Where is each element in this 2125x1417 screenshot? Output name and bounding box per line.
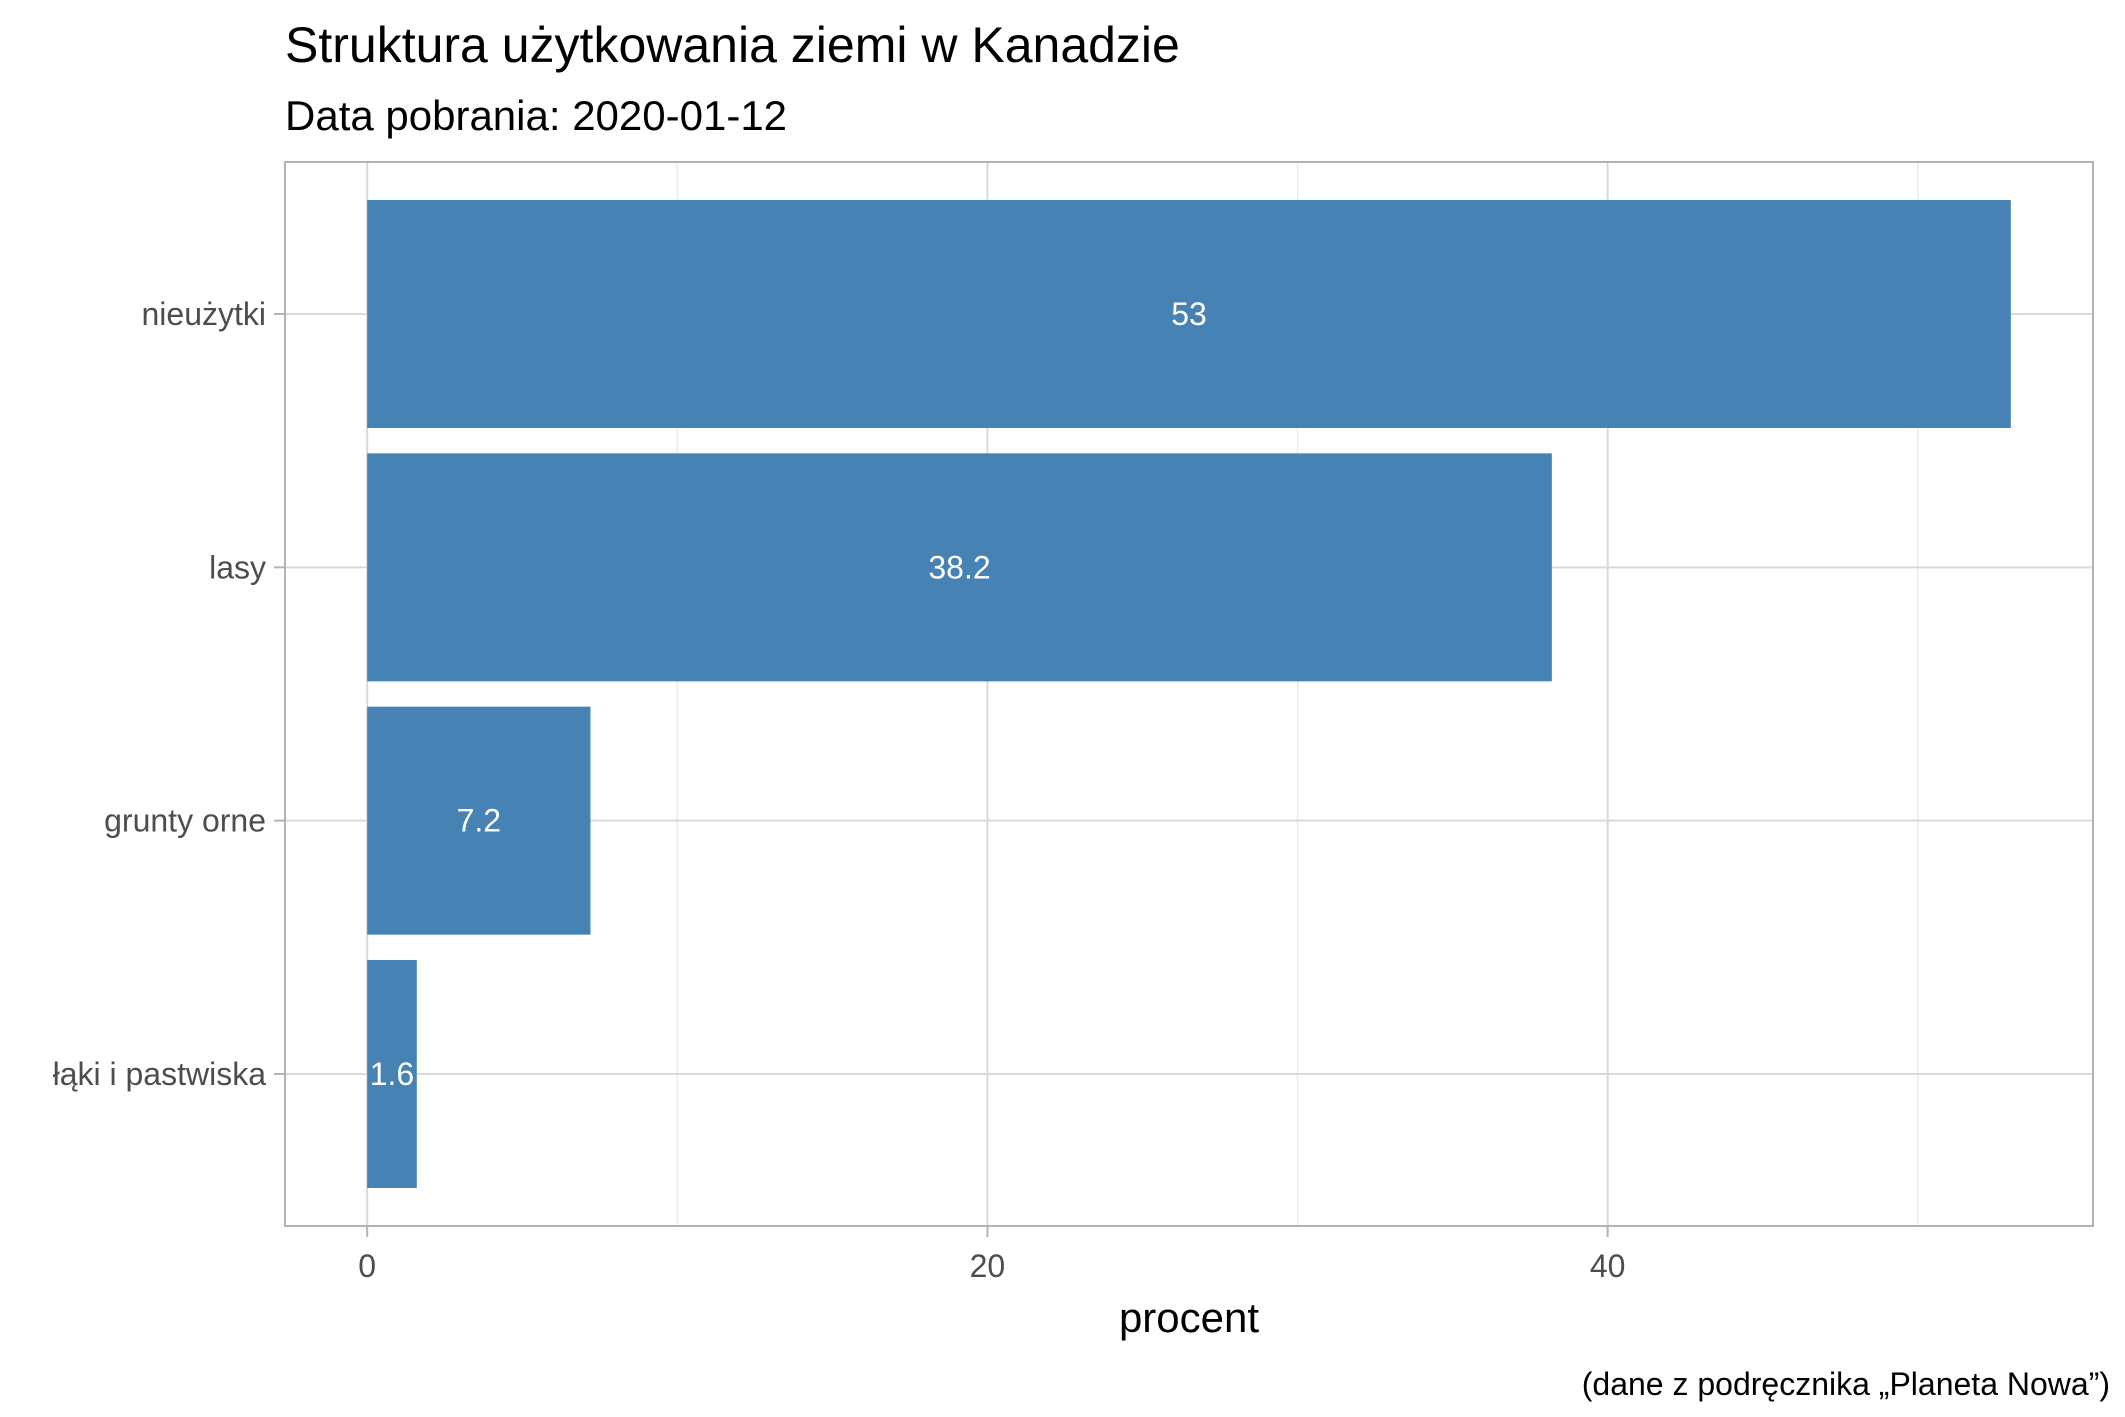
y-tick-label: lasy — [209, 549, 266, 585]
y-tick-label: grunty orne — [104, 803, 266, 839]
x-tick-label: 20 — [970, 1248, 1006, 1284]
x-axis-title: procent — [1119, 1294, 1259, 1341]
y-tick-label: nieużytki — [142, 296, 267, 332]
panel-border — [284, 161, 2094, 1227]
y-axis: nieużytki lasy grunty orne łąki i pastwiska — [53, 296, 285, 1092]
bar — [367, 453, 1552, 682]
bar — [367, 706, 591, 935]
chart-caption: (dane z podręcznika „Planeta Nowa”) — [1582, 1366, 2110, 1402]
x-axis: 0 20 40 — [358, 1226, 1625, 1284]
bar-value-label: 7.2 — [457, 803, 501, 839]
bar-value-label: 53 — [1171, 296, 1207, 332]
x-tick-label: 0 — [358, 1248, 376, 1284]
bar-value-label: 38.2 — [928, 549, 990, 585]
bar-value-label: 1.6 — [370, 1056, 414, 1092]
chart-title: Struktura użytkowania ziemi w Kanadzie — [285, 17, 1180, 73]
chart-subtitle: Data pobrania: 2020-01-12 — [285, 92, 787, 139]
bar-labels: 53 38.2 7.2 1.6 — [370, 296, 1207, 1092]
x-tick-label: 40 — [1590, 1248, 1626, 1284]
y-tick-label: łąki i pastwiska — [53, 1056, 267, 1092]
bar — [367, 200, 2011, 428]
bar — [367, 960, 417, 1188]
bars — [367, 200, 2011, 1188]
